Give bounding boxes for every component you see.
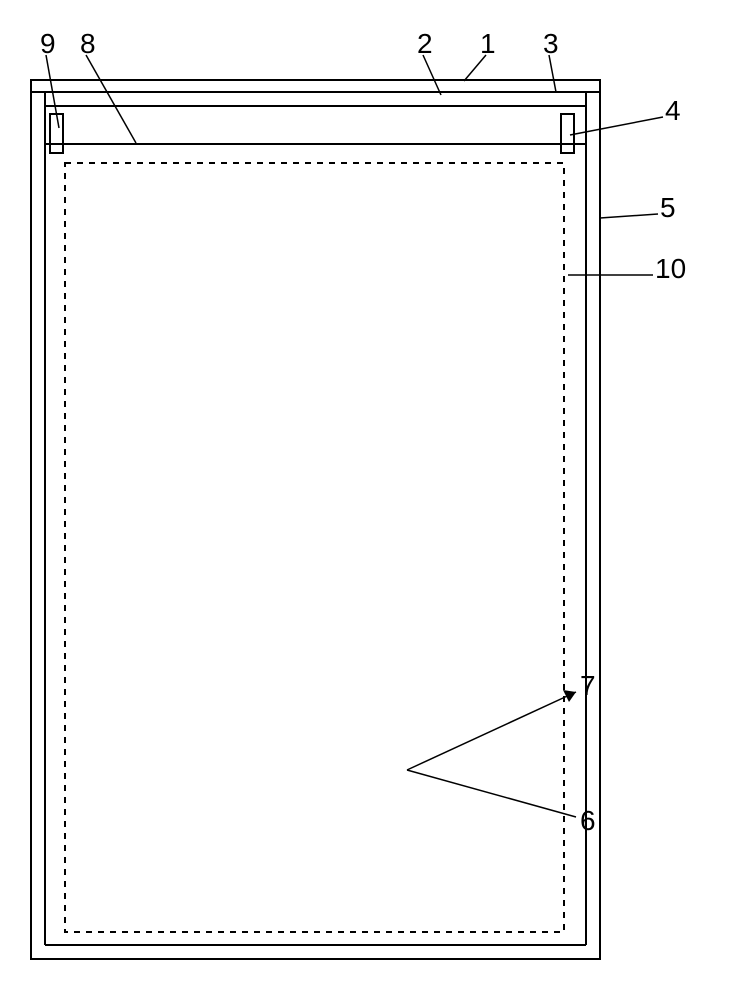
leader-3 [549, 55, 556, 92]
label-6: 6 [580, 805, 596, 837]
label-8: 8 [80, 28, 96, 60]
label-2: 2 [417, 28, 433, 60]
diagram-container: 1 2 3 4 5 6 7 8 9 10 [0, 0, 747, 1000]
outer-frame [31, 80, 600, 959]
label-3: 3 [543, 28, 559, 60]
label-9: 9 [40, 28, 56, 60]
leader-4 [570, 117, 663, 135]
label-5: 5 [660, 192, 676, 224]
top-bar-2 [45, 92, 586, 106]
label-10: 10 [655, 253, 686, 285]
label-7: 7 [580, 670, 596, 702]
right-bracket [561, 114, 574, 153]
technical-diagram-svg [0, 0, 747, 1000]
leader-8 [86, 55, 136, 143]
leader-6 [407, 770, 576, 817]
label-4: 4 [665, 95, 681, 127]
leader-5 [600, 214, 658, 218]
dashed-inner-rect [65, 163, 564, 932]
leader-2 [423, 55, 441, 95]
leader-7 [407, 692, 576, 770]
left-bracket [50, 114, 63, 153]
label-1: 1 [480, 28, 496, 60]
